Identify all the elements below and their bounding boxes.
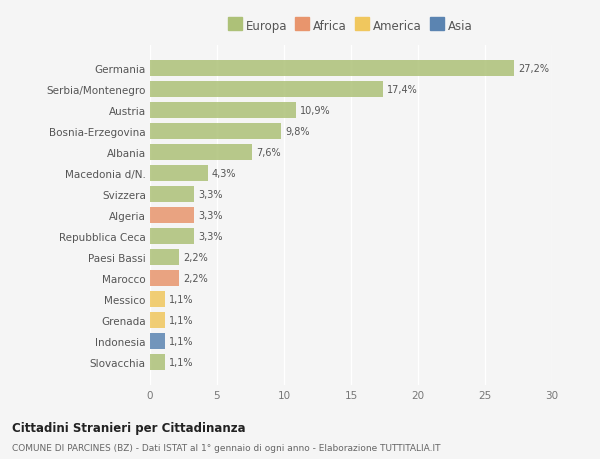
- Text: 1,1%: 1,1%: [169, 295, 193, 304]
- Bar: [150, 187, 194, 202]
- Bar: [150, 291, 165, 308]
- Bar: [150, 354, 165, 370]
- Bar: [150, 82, 383, 98]
- Text: 2,2%: 2,2%: [184, 274, 208, 284]
- Bar: [150, 229, 194, 245]
- Text: 1,1%: 1,1%: [169, 336, 193, 347]
- Text: 3,3%: 3,3%: [198, 211, 223, 221]
- Bar: [150, 124, 281, 140]
- Text: 1,1%: 1,1%: [169, 357, 193, 367]
- Text: 27,2%: 27,2%: [518, 64, 550, 74]
- Bar: [150, 145, 252, 161]
- Text: 17,4%: 17,4%: [387, 85, 418, 95]
- Text: 4,3%: 4,3%: [212, 169, 236, 179]
- Bar: [150, 166, 208, 182]
- Text: 3,3%: 3,3%: [198, 232, 223, 241]
- Text: Cittadini Stranieri per Cittadinanza: Cittadini Stranieri per Cittadinanza: [12, 421, 245, 434]
- Bar: [150, 208, 194, 224]
- Text: 3,3%: 3,3%: [198, 190, 223, 200]
- Bar: [150, 62, 514, 77]
- Bar: [150, 250, 179, 265]
- Text: 1,1%: 1,1%: [169, 315, 193, 325]
- Bar: [150, 313, 165, 328]
- Text: 2,2%: 2,2%: [184, 252, 208, 263]
- Bar: [150, 271, 179, 286]
- Legend: Europa, Africa, America, Asia: Europa, Africa, America, Asia: [227, 18, 475, 35]
- Bar: [150, 334, 165, 349]
- Text: 10,9%: 10,9%: [300, 106, 331, 116]
- Bar: [150, 103, 296, 119]
- Text: 7,6%: 7,6%: [256, 148, 280, 158]
- Text: COMUNE DI PARCINES (BZ) - Dati ISTAT al 1° gennaio di ogni anno - Elaborazione T: COMUNE DI PARCINES (BZ) - Dati ISTAT al …: [12, 443, 440, 452]
- Text: 9,8%: 9,8%: [286, 127, 310, 137]
